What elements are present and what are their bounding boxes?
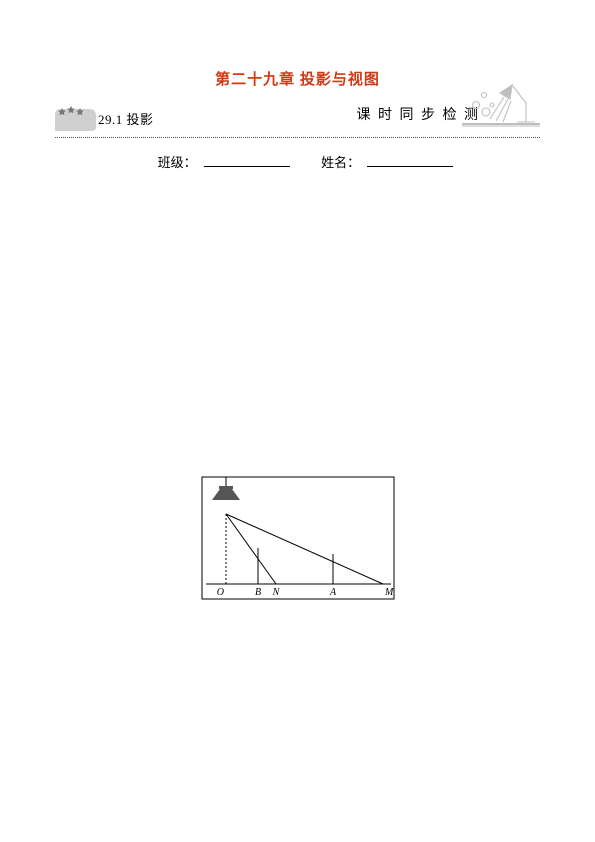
section-header: 29.1 投影 课 时 同 步 检 测 <box>55 103 540 133</box>
name-input-line[interactable] <box>367 166 453 167</box>
svg-text:O: O <box>216 587 223 598</box>
svg-text:M: M <box>384 587 394 598</box>
star-badge-icon <box>55 105 97 136</box>
class-label: 班级： <box>158 155 197 170</box>
svg-text:B: B <box>254 587 260 598</box>
svg-text:A: A <box>328 587 336 598</box>
class-input-line[interactable] <box>204 166 290 167</box>
section-number: 29.1 投影 <box>98 109 154 128</box>
svg-text:N: N <box>271 587 280 598</box>
name-label: 姓名： <box>321 155 360 170</box>
desk-lamp-icon <box>462 75 540 132</box>
student-info-row: 班级： 姓名： <box>55 152 540 171</box>
geometry-figure: O B N A M <box>55 476 540 605</box>
divider <box>55 137 540 138</box>
